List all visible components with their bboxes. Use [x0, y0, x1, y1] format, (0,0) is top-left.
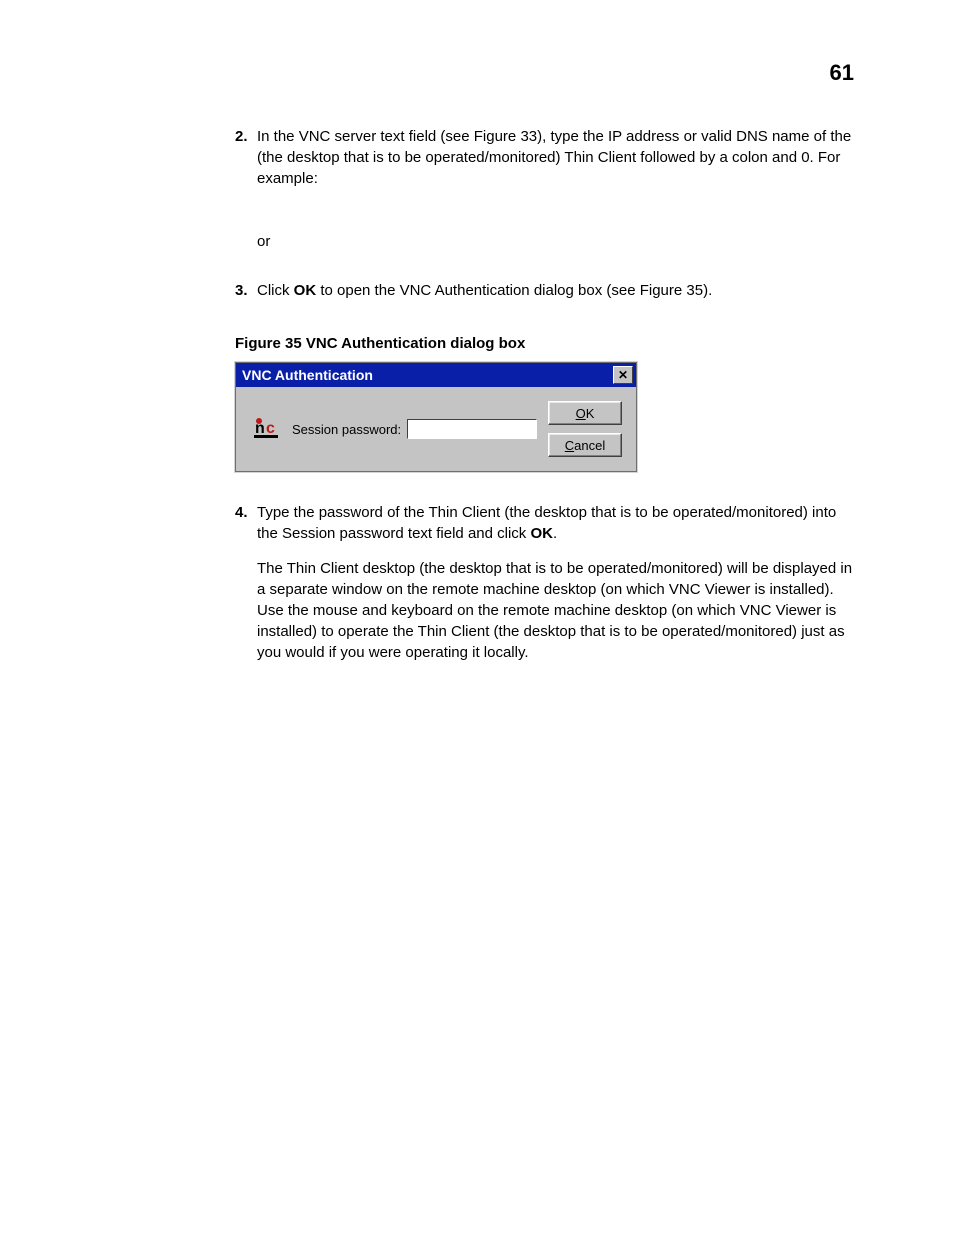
figure-35-dialog: VNC Authentication ✕ n c Session passwor…	[235, 362, 854, 472]
close-button[interactable]: ✕	[613, 366, 633, 384]
svg-text:c: c	[266, 420, 275, 437]
cancel-button[interactable]: Cancel	[548, 433, 622, 457]
step-3: 3. Click OK to open the VNC Authenticati…	[235, 280, 854, 315]
step-4-line1: Type the password of the Thin Client (th…	[257, 502, 854, 544]
figure-35-caption: Figure 35 VNC Authentication dialog box	[235, 335, 854, 352]
vnc-icon: n c	[252, 415, 282, 443]
step-4-number: 4.	[235, 502, 257, 677]
or-separator: or	[257, 233, 854, 250]
session-password-input[interactable]	[407, 419, 537, 439]
ok-button[interactable]: OK	[548, 401, 622, 425]
step-2-number: 2.	[235, 126, 257, 203]
step-3-text: Click OK to open the VNC Authentication …	[257, 280, 854, 301]
step-4: 4. Type the password of the Thin Client …	[235, 502, 854, 677]
vnc-auth-dialog: VNC Authentication ✕ n c Session passwor…	[235, 362, 637, 472]
step-3-number: 3.	[235, 280, 257, 315]
dialog-title: VNC Authentication	[242, 367, 613, 383]
close-icon: ✕	[618, 368, 628, 382]
step-2-text: In the VNC server text field (see Figure…	[257, 126, 854, 189]
step-2: 2. In the VNC server text field (see Fig…	[235, 126, 854, 203]
page-number: 61	[235, 60, 854, 86]
step-4-para2: The Thin Client desktop (the desktop tha…	[257, 558, 854, 663]
dialog-titlebar: VNC Authentication ✕	[236, 363, 636, 387]
session-password-label: Session password:	[292, 422, 401, 437]
dialog-body: n c Session password: OK Cancel	[236, 387, 636, 471]
